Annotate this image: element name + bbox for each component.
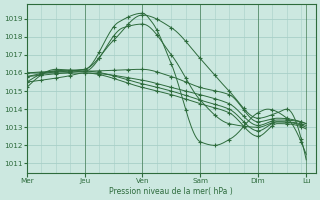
X-axis label: Pression niveau de la mer( hPa ): Pression niveau de la mer( hPa ) xyxy=(109,187,233,196)
